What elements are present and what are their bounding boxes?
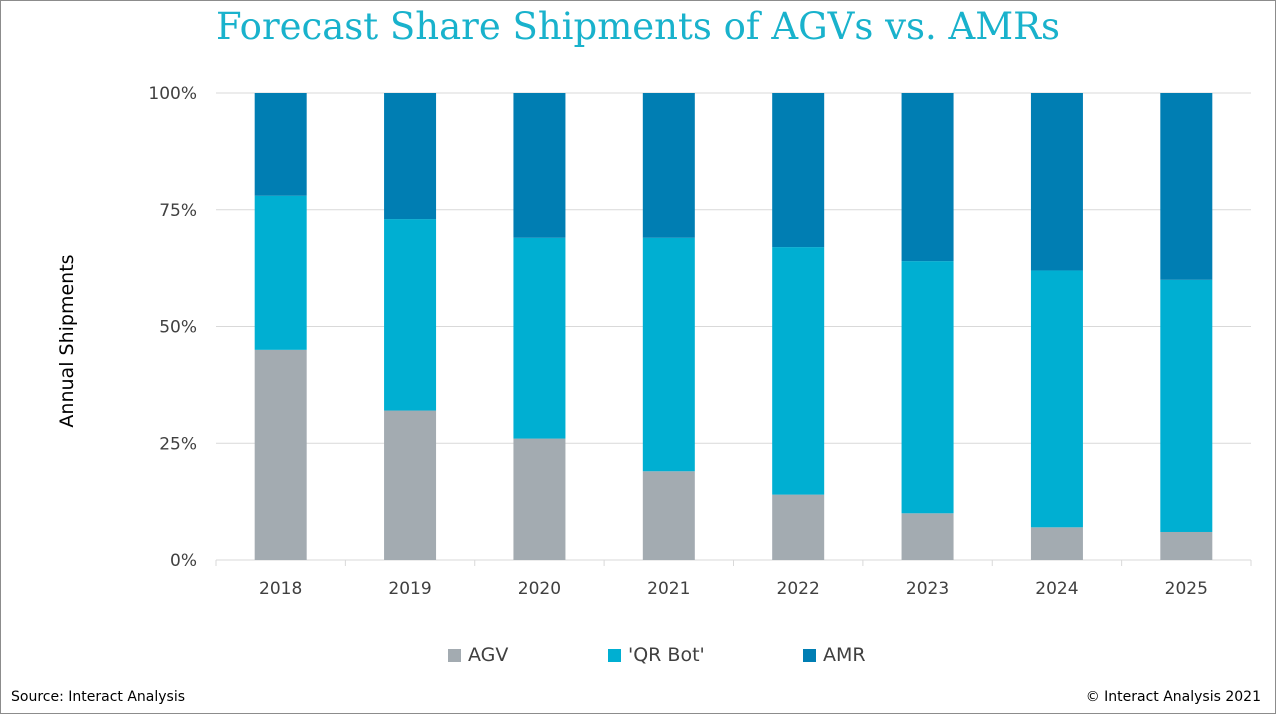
bar-amr	[1160, 93, 1213, 280]
legend-item-amr: AMR	[803, 644, 866, 666]
bar-qr-bot	[642, 237, 695, 472]
bar-amr	[1030, 93, 1083, 271]
bar-qr-bot	[772, 247, 825, 495]
bar-agv	[1030, 527, 1083, 560]
y-tick-label: 75%	[159, 201, 197, 221]
bar-agv	[772, 494, 825, 560]
x-tick-label: 2018	[259, 579, 302, 599]
x-tick-label: 2022	[777, 579, 820, 599]
bar-qr-bot	[254, 195, 307, 350]
bar-amr	[384, 93, 437, 220]
x-tick-label: 2021	[647, 579, 690, 599]
source-note: Source: Interact Analysis	[11, 689, 186, 705]
bar-agv	[1160, 531, 1213, 560]
y-tick-label: 25%	[159, 434, 197, 454]
bar-amr	[254, 93, 307, 196]
bar-qr-bot	[513, 237, 566, 439]
legend-item-agv: AGV	[448, 644, 508, 666]
x-tick-label: 2020	[518, 579, 561, 599]
bar-qr-bot	[901, 261, 954, 514]
x-tick-label: 2023	[906, 579, 949, 599]
legend-label-agv: AGV	[468, 644, 509, 666]
y-tick-label: 0%	[170, 551, 197, 571]
y-tick-label: 100%	[148, 84, 197, 104]
bar-qr-bot	[384, 219, 437, 411]
x-tick-label: 2019	[388, 579, 431, 599]
bar-agv	[901, 513, 954, 560]
copyright-note: © Interact Analysis 2021	[1085, 689, 1261, 705]
bar-amr	[901, 93, 954, 262]
legend-label-qr-bot: 'QR Bot'	[628, 644, 705, 666]
bar-agv	[254, 349, 307, 560]
bar-qr-bot	[1160, 279, 1213, 532]
legend-swatch-amr	[803, 648, 816, 662]
legend-swatch-qr-bot	[608, 648, 621, 662]
bar-agv	[642, 471, 695, 560]
legend-swatch-agv	[448, 648, 461, 662]
x-tick-label: 2025	[1165, 579, 1208, 599]
bar-agv	[384, 410, 437, 560]
bar-agv	[513, 438, 566, 560]
legend: AGV 'QR Bot' AMR	[1, 644, 1275, 670]
bar-qr-bot	[1030, 270, 1083, 528]
bar-amr	[772, 93, 825, 248]
x-tick-label: 2024	[1035, 579, 1078, 599]
legend-item-qr-bot: 'QR Bot'	[608, 644, 705, 666]
bar-amr	[642, 93, 695, 238]
legend-label-amr: AMR	[823, 644, 866, 666]
bar-amr	[513, 93, 566, 238]
chart-title: Forecast Share Shipments of AGVs vs. AMR…	[216, 5, 1060, 48]
y-tick-label: 50%	[159, 318, 197, 338]
